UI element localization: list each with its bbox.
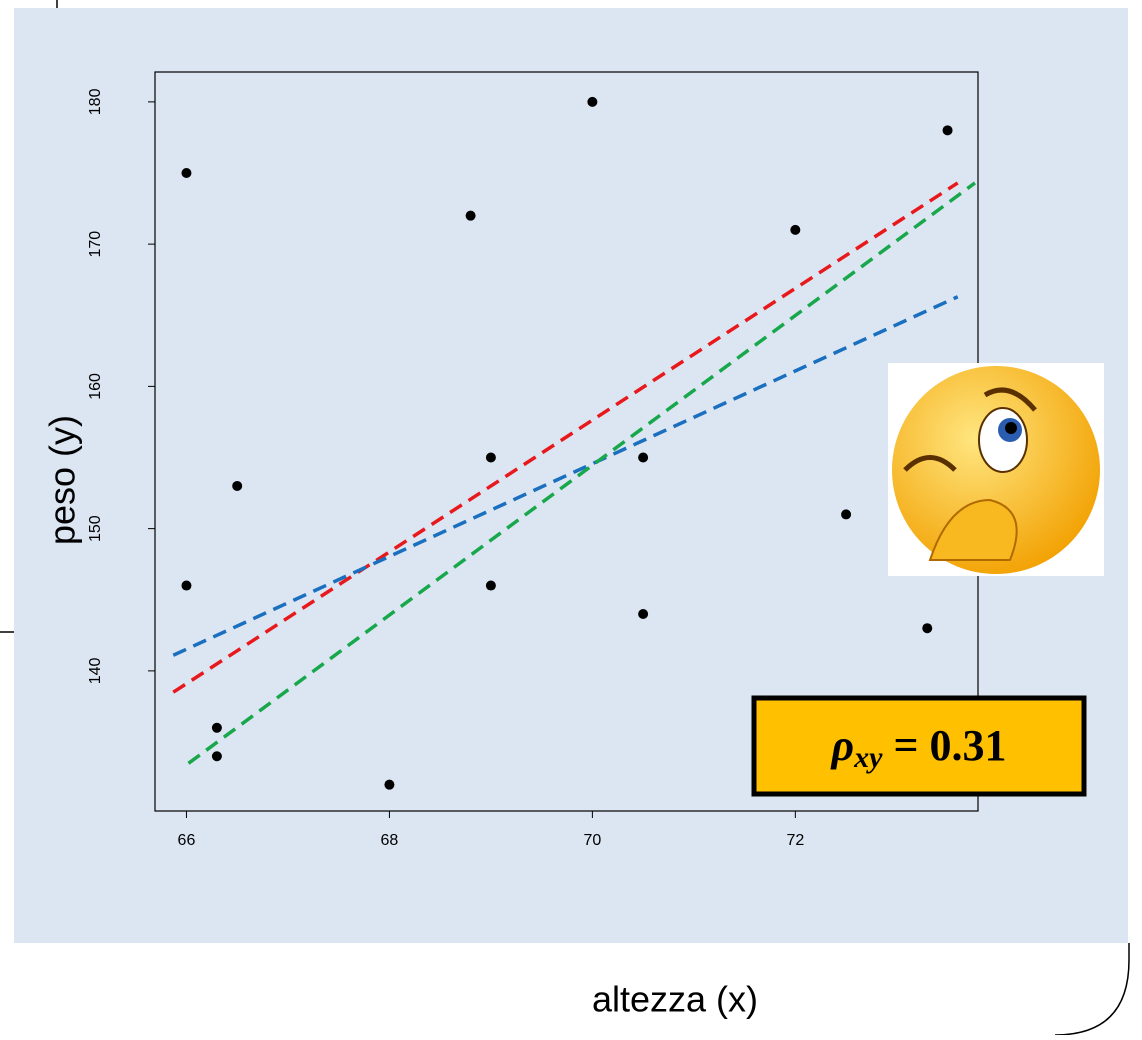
x-tick-label: 68 (381, 832, 399, 849)
y-axis-label: peso (y) (42, 415, 83, 545)
point (212, 723, 222, 733)
emoji (888, 363, 1104, 576)
annotation-symbol: ρ (829, 721, 854, 770)
point (790, 225, 800, 235)
annotation-rest: = 0.31 (882, 721, 1006, 770)
decor-curve (1055, 943, 1129, 1035)
y-tick-label: 170 (87, 231, 104, 258)
x-tick-label: 70 (583, 832, 601, 849)
x-tick-label: 72 (786, 832, 804, 849)
point (638, 609, 648, 619)
x-tick-label: 66 (178, 832, 196, 849)
y-tick-label: 140 (87, 657, 104, 684)
y-tick-label: 180 (87, 88, 104, 115)
point (922, 623, 932, 633)
point (384, 780, 394, 790)
point (638, 453, 648, 463)
annotation-sub: xy (853, 741, 883, 774)
point (943, 125, 953, 135)
point (466, 211, 476, 221)
point (181, 581, 191, 591)
point (486, 453, 496, 463)
point (841, 509, 851, 519)
point (486, 581, 496, 591)
point (181, 168, 191, 178)
y-tick-label: 160 (87, 373, 104, 400)
y-tick-label: 150 (87, 515, 104, 542)
point (232, 481, 242, 491)
page: peso (y) altezza (x) 66 68 70 72 140 150 160 17… (0, 0, 1142, 1035)
chart: peso (y) altezza (x) 66 68 70 72 140 150 160 17… (0, 0, 1142, 1035)
point (212, 751, 222, 761)
point (587, 97, 597, 107)
x-axis-label: altezza (x) (592, 979, 758, 1020)
